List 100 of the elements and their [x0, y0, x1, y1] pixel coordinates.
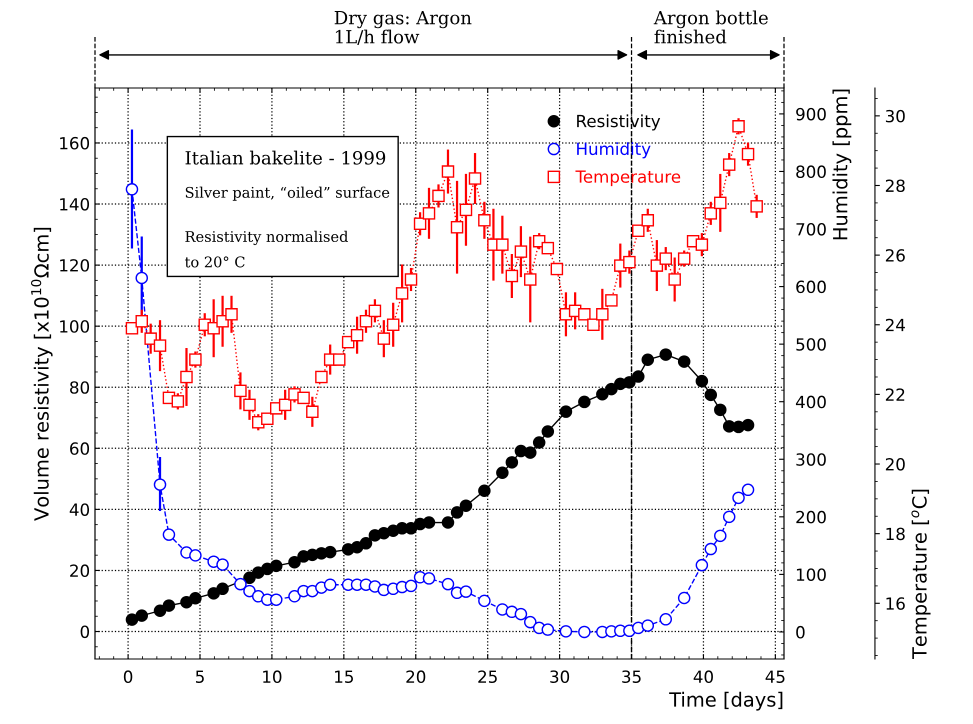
y2-tick-label: 800	[796, 165, 826, 178]
y2-tick-label: 600	[796, 280, 826, 294]
y-tick-label: 40	[70, 503, 90, 516]
point	[532, 436, 546, 449]
point	[442, 578, 454, 590]
point	[524, 616, 537, 628]
point	[126, 183, 138, 196]
y-tick-label: 80	[70, 381, 90, 394]
point	[514, 608, 528, 620]
point	[542, 425, 554, 438]
y2-axis-title: Humidity [ppm]	[832, 90, 852, 240]
text: Argon bottle finished	[654, 10, 768, 44]
x-tick-label: 20	[406, 670, 426, 684]
point	[560, 405, 572, 418]
point	[660, 613, 672, 626]
point	[450, 506, 464, 519]
point	[478, 484, 491, 498]
point	[714, 404, 727, 416]
point	[642, 354, 654, 366]
point	[605, 382, 618, 396]
point	[136, 272, 148, 284]
point	[678, 592, 690, 604]
point	[234, 578, 247, 590]
point	[632, 370, 645, 383]
point	[207, 587, 220, 600]
x-tick-label: 15	[335, 670, 353, 684]
point	[288, 590, 301, 603]
y3-tick-label: 30	[886, 110, 905, 122]
point	[360, 537, 372, 550]
point	[216, 558, 229, 571]
y2-tick-label: 700	[796, 222, 826, 236]
point	[270, 593, 282, 606]
point	[478, 594, 491, 608]
point	[189, 549, 202, 562]
point	[722, 510, 736, 524]
legend-label: Humidity	[577, 142, 651, 158]
point	[162, 599, 176, 612]
point	[422, 572, 436, 585]
legend-label: Temperature	[575, 170, 680, 186]
x-tick-label: 45	[766, 670, 785, 684]
point	[404, 580, 418, 592]
point	[560, 625, 572, 638]
y3-tick-label: 20	[886, 458, 905, 471]
point	[578, 396, 591, 408]
point	[660, 348, 672, 361]
point	[496, 466, 509, 479]
y3-tick-label: 18	[886, 528, 905, 540]
point	[460, 499, 472, 512]
point	[442, 516, 454, 529]
y-tick-label: 20	[70, 564, 90, 578]
point	[422, 516, 436, 529]
point	[154, 478, 166, 491]
point	[154, 604, 166, 618]
x-tick-label: 0	[124, 670, 132, 684]
point	[696, 374, 708, 388]
y3-tick-label: 22	[886, 388, 904, 401]
y3-tick-label: 16	[886, 597, 905, 610]
point	[270, 560, 282, 572]
point	[704, 542, 718, 556]
y-tick-label: 100	[60, 320, 90, 333]
annotation: Italian bakelite - 1999	[186, 150, 386, 165]
x-axis-title: Time [days]	[669, 692, 782, 711]
point	[506, 456, 518, 469]
point	[460, 585, 472, 598]
y3-axis-title: Temperature [$^{o}$C]	[911, 490, 931, 660]
y2-tick-label: 900	[796, 108, 826, 120]
annotation: Silver paint, “oiled” surface	[186, 186, 390, 201]
y2-tick-label: 200	[796, 510, 826, 524]
point	[596, 388, 609, 401]
text: Dry gas: Argon 1L/h flow	[334, 11, 472, 45]
point	[324, 578, 336, 591]
y-tick-label: 140	[60, 198, 90, 211]
point	[243, 584, 256, 598]
y3-tick-label: 28	[886, 179, 905, 192]
point	[742, 418, 754, 432]
point	[704, 388, 718, 402]
y3-tick-label: 24	[886, 318, 905, 332]
point	[288, 556, 301, 568]
x-tick-label: 35	[622, 670, 641, 684]
point	[678, 355, 690, 368]
y-tick-label: 160	[60, 136, 90, 150]
point	[742, 484, 754, 496]
legend-label: Resistivity	[577, 114, 660, 131]
point	[136, 609, 148, 622]
y-tick-label: 60	[70, 442, 90, 455]
point	[524, 446, 537, 459]
x-tick-label: 40	[694, 670, 713, 684]
point	[126, 613, 138, 626]
x-tick-label: 5	[196, 670, 204, 684]
y-tick-label: 0	[80, 625, 90, 638]
point	[696, 558, 708, 572]
annotation: Resistivity normalised to 20° C	[184, 230, 348, 268]
point	[189, 592, 202, 604]
point	[216, 582, 229, 596]
y2-tick-label: 500	[796, 338, 826, 351]
y2-tick-label: 100	[796, 568, 826, 581]
x-tick-label: 25	[478, 670, 497, 684]
point	[623, 376, 636, 389]
point	[324, 546, 336, 558]
y-axis-title: Volume resistivity [x10$^{10}$Ωcm]	[30, 228, 53, 521]
